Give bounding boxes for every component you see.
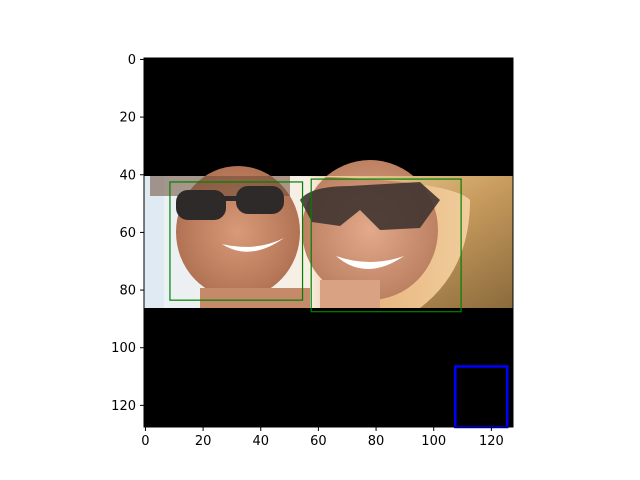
bounding-box-1: [169, 181, 304, 301]
bounding-boxes: [169, 178, 509, 429]
x-tick-label: 60: [310, 434, 327, 449]
x-axis-ticks: 0 20 40 60 80 100 120: [141, 427, 504, 449]
y-tick-label: 100: [111, 341, 136, 356]
x-tick-label: 80: [368, 434, 385, 449]
x-tick-label: 20: [195, 434, 212, 449]
y-tick-label: 120: [111, 399, 136, 414]
bounding-box-2: [310, 178, 462, 313]
y-tick-label: 0: [128, 53, 136, 68]
y-tick-label: 20: [119, 111, 136, 126]
x-tick-label: 0: [141, 434, 149, 449]
plot-area: [144, 58, 513, 427]
y-tick-label: 80: [119, 284, 136, 299]
y-axis-ticks: 0 20 40 60 80 100 120: [111, 53, 144, 414]
photo-band: [144, 160, 513, 308]
axes-frame: [143, 57, 514, 428]
x-tick-label: 40: [252, 434, 269, 449]
x-tick-label: 120: [479, 434, 504, 449]
y-tick-label: 60: [119, 226, 136, 241]
y-tick-label: 40: [119, 168, 136, 183]
x-tick-label: 100: [421, 434, 446, 449]
